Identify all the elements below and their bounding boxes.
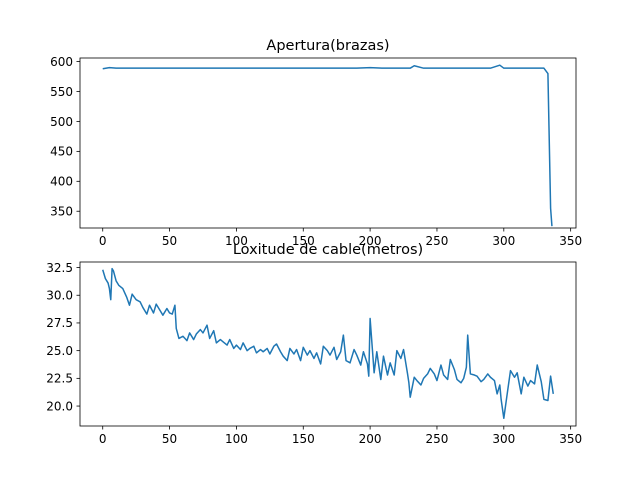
y-tick-label: 550: [50, 85, 73, 99]
x-tick-label: 50: [162, 234, 177, 248]
y-tick-label: 27.5: [46, 316, 73, 330]
series-line-0: [102, 267, 555, 419]
y-tick-label: 500: [50, 115, 73, 129]
x-tick-label: 350: [559, 234, 582, 248]
chart-title: Loxitude de cable(metros): [233, 242, 423, 258]
x-tick-label: 200: [359, 234, 382, 248]
x-tick-label: 300: [492, 432, 515, 446]
y-tick-label: 32.5: [46, 261, 73, 275]
chart-title: Apertura(brazas): [266, 38, 389, 54]
x-tick-label: 300: [492, 234, 515, 248]
x-tick-label: 150: [292, 234, 315, 248]
x-tick-label: 50: [162, 432, 177, 446]
x-tick-label: 100: [225, 432, 248, 446]
y-tick-label: 450: [50, 145, 73, 159]
y-tick-label: 22.5: [46, 372, 73, 386]
axes-frame: [79, 261, 577, 427]
x-tick-label: 0: [99, 432, 107, 446]
y-tick-label: 350: [50, 205, 73, 219]
x-tick-label: 350: [559, 432, 582, 446]
x-tick-label: 250: [426, 432, 449, 446]
y-tick-label: 25.0: [46, 344, 73, 358]
x-tick-label: 250: [426, 234, 449, 248]
x-tick-label: 200: [359, 432, 382, 446]
y-tick-label: 600: [50, 55, 73, 69]
x-tick-label: 150: [292, 432, 315, 446]
x-tick-label: 100: [225, 234, 248, 248]
series-line-0: [102, 64, 553, 227]
y-tick-label: 20.0: [46, 399, 73, 413]
axes-frame: [79, 57, 577, 229]
y-tick-label: 400: [50, 175, 73, 189]
chart-apertura: 0 50 100 150 200 250 300 350 350 400 450 500 550 600 A…: [50, 38, 582, 248]
chart-loxitude-cable: 0 50 100 150 200 250 300 350 20.0 22.5 25.0 27.5 30.…: [46, 242, 582, 446]
x-tick-label: 0: [99, 234, 107, 248]
y-tick-label: 30.0: [46, 289, 73, 303]
